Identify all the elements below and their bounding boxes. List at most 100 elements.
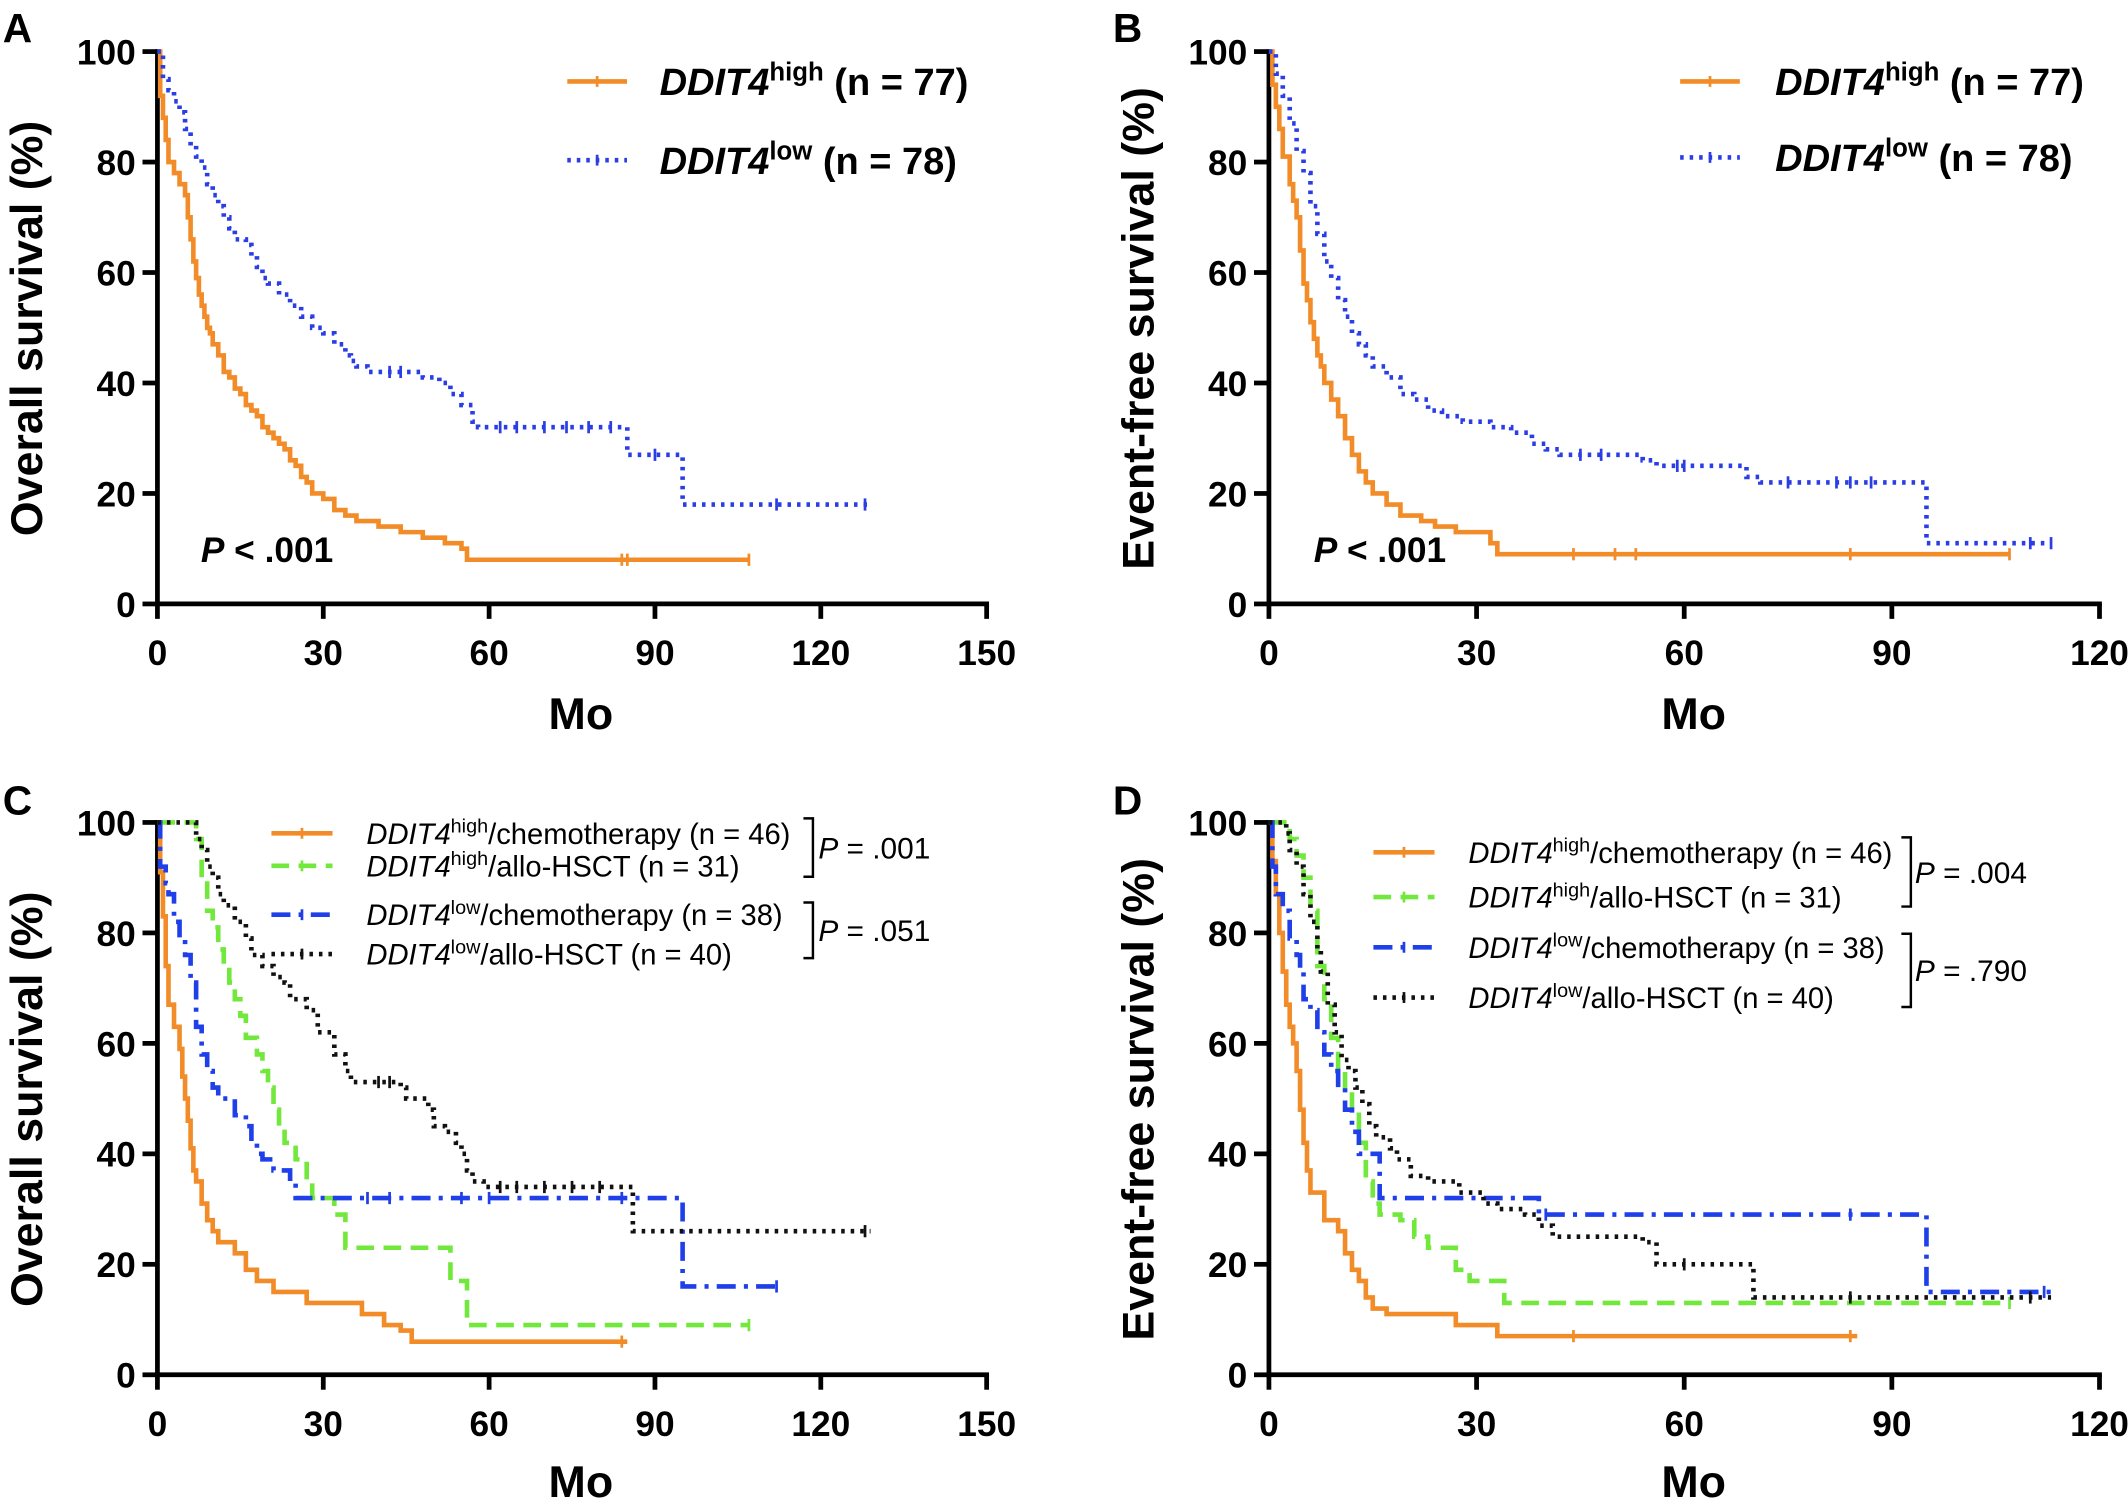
legend-gene: DDIT4 — [1468, 983, 1552, 1015]
legend-rest: (n = 77) — [1939, 62, 2084, 104]
km-curve-series-1 — [1268, 820, 1858, 1339]
legend-superscript: low — [451, 936, 481, 958]
panel-label: B — [1113, 5, 1142, 51]
p-value: = .001 — [838, 832, 930, 865]
legend-superscript: high — [1553, 835, 1590, 857]
y-tick-label: 20 — [96, 475, 135, 514]
p-symbol: P — [1314, 531, 1338, 570]
legend-superscript: low — [769, 137, 813, 165]
panel-label: A — [3, 5, 32, 51]
x-tick-label: 120 — [791, 1405, 850, 1444]
legend-label: DDIT4low/allo-HSCT (n = 40) — [1468, 980, 1833, 1015]
legend-label: DDIT4high (n = 77) — [660, 59, 969, 104]
x-tick-label: 120 — [791, 634, 850, 673]
panel-label: D — [1113, 777, 1142, 823]
y-tick-label: 100 — [77, 33, 136, 72]
legend-superscript: high — [451, 848, 488, 870]
y-tick-label: 20 — [1208, 1246, 1247, 1285]
p-value-bracket — [803, 901, 815, 960]
x-tick-label: 150 — [957, 1405, 1016, 1444]
km-curve-series-4 — [157, 820, 871, 1234]
y-axis-title: Overall survival (%) — [2, 892, 52, 1308]
legend-superscript: low — [1553, 980, 1583, 1002]
legend-label: DDIT4high/chemotherapy (n = 46) — [366, 816, 790, 851]
p-symbol: P — [818, 832, 838, 865]
y-tick-label: 80 — [96, 144, 135, 183]
y-axis-title: Overall survival (%) — [2, 121, 52, 537]
x-tick-label: 60 — [1665, 634, 1704, 673]
y-tick-label: 0 — [116, 1357, 136, 1396]
panel-c: C 0 20 40 60 80 100 0 30 60 90 120 150 Overall surviv… — [2, 777, 1016, 1504]
p-value-annotation: P < .001 — [201, 531, 333, 570]
legend-gene: DDIT4 — [1468, 838, 1552, 870]
legend-item: DDIT4low/chemotherapy (n = 38) — [271, 897, 783, 932]
legend-label: DDIT4low (n = 78) — [1775, 135, 2072, 180]
x-axis-title: Mo — [549, 689, 614, 739]
legend-gene: DDIT4 — [1468, 883, 1552, 915]
legend-superscript: low — [1885, 135, 1929, 163]
y-tick-label: 0 — [116, 586, 136, 625]
y-tick-label: 80 — [96, 915, 135, 954]
km-curve-series-2 — [1268, 49, 2052, 546]
p-value: = .051 — [838, 915, 930, 948]
legend-rest: /chemotherapy (n = 38) — [480, 900, 782, 932]
y-tick-label: 100 — [77, 804, 136, 843]
y-tick-label: 60 — [96, 254, 135, 293]
x-axis-title: Mo — [1661, 689, 1726, 739]
legend-gene: DDIT4 — [1468, 933, 1552, 965]
x-tick-label: 60 — [469, 634, 508, 673]
y-tick-label: 20 — [1208, 475, 1247, 514]
legend-rest: /allo-HSCT (n = 31) — [1590, 883, 1841, 915]
km-curve-series-1 — [157, 820, 628, 1344]
km-curve-series-1 — [1268, 49, 2010, 557]
km-curve-series-2 — [1268, 820, 2010, 1306]
y-tick-label: 100 — [1188, 804, 1247, 843]
y-tick-label: 60 — [1208, 254, 1247, 293]
panel-a: A 0 20 40 60 80 100 0 30 60 90 120 150 Overall surviv… — [2, 5, 1016, 739]
y-tick-label: 60 — [96, 1025, 135, 1064]
legend-label: DDIT4low/chemotherapy (n = 38) — [366, 897, 782, 932]
p-value-annotation: P < .001 — [1314, 531, 1446, 570]
x-axis-title: Mo — [1661, 1457, 1726, 1504]
km-curve-series-3 — [1268, 820, 2052, 1295]
legend-superscript: high — [769, 59, 823, 87]
legend-label: DDIT4high (n = 77) — [1775, 59, 2084, 104]
legend-rest: (n = 78) — [1928, 138, 2073, 180]
legend-rest: /allo-HSCT (n = 31) — [488, 851, 739, 883]
legend-item: DDIT4low/chemotherapy (n = 38) — [1373, 930, 1885, 965]
legend-superscript: high — [1553, 879, 1590, 901]
legend-label: DDIT4high/chemotherapy (n = 46) — [1468, 835, 1892, 870]
legend-label: DDIT4high/allo-HSCT (n = 31) — [1468, 879, 1841, 914]
p-value: < .001 — [1337, 531, 1446, 570]
p-value-bracket — [1901, 836, 1913, 908]
y-tick-label: 40 — [96, 1136, 135, 1175]
legend-superscript: high — [1885, 59, 1939, 87]
legend-label: DDIT4low (n = 78) — [660, 137, 957, 182]
x-tick-label: 0 — [1259, 634, 1279, 673]
km-curve-series-4 — [1268, 820, 2052, 1300]
legend-rest: (n = 77) — [824, 62, 969, 104]
y-axis-title: Event-free survival (%) — [1114, 87, 1164, 570]
legend-rest: /chemotherapy (n = 46) — [1590, 838, 1892, 870]
p-symbol: P — [201, 531, 225, 570]
x-tick-label: 120 — [2070, 1405, 2128, 1444]
p-value: < .001 — [224, 531, 333, 570]
y-tick-label: 40 — [96, 365, 135, 404]
p-value-label: P = .001 — [818, 832, 930, 865]
legend-rest: (n = 78) — [812, 141, 957, 183]
x-tick-label: 30 — [1457, 1405, 1496, 1444]
legend-gene: DDIT4 — [366, 819, 450, 851]
legend-label: DDIT4low/allo-HSCT (n = 40) — [366, 936, 731, 971]
x-tick-label: 0 — [1259, 1405, 1279, 1444]
legend-gene: DDIT4 — [366, 940, 450, 972]
x-tick-label: 60 — [469, 1405, 508, 1444]
legend-item: DDIT4low (n = 78) — [567, 137, 957, 183]
x-tick-label: 150 — [957, 634, 1016, 673]
legend-item: DDIT4low (n = 78) — [1680, 135, 2073, 180]
legend-gene: DDIT4 — [1775, 138, 1885, 180]
legend-item: DDIT4low/allo-HSCT (n = 40) — [1373, 980, 1834, 1015]
x-tick-label: 30 — [1457, 634, 1496, 673]
p-value: = .790 — [1935, 955, 2027, 988]
x-tick-label: 0 — [148, 1405, 168, 1444]
y-tick-label: 60 — [1208, 1025, 1247, 1064]
